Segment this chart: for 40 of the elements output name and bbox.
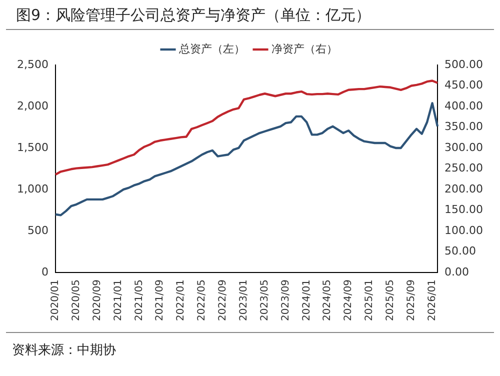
- x-tick-label: 2023/05: [259, 279, 270, 322]
- x-tick-label: 2025/09: [406, 279, 417, 322]
- legend-label: 净资产（右）: [272, 42, 338, 56]
- x-tick-label: 2021/01: [112, 279, 124, 322]
- x-tick-label: 2024/01: [301, 279, 312, 322]
- chart-title: 图9：风险管理子公司总资产与净资产（单位：亿元）: [6, 0, 494, 30]
- y2-tick-label: 350.00: [444, 120, 484, 134]
- x-tick-label: 2023/09: [280, 279, 292, 322]
- x-tick-label: 2024/09: [343, 279, 354, 322]
- text: 资料来源：中期协: [12, 342, 117, 359]
- x-tick-label: 2023/01: [238, 279, 250, 322]
- y2-tick-label: 250.00: [444, 162, 484, 175]
- y-tick-label: 1,000: [16, 182, 48, 196]
- y-tick-label: 1,500: [16, 140, 48, 154]
- y2-tick-label: 50.00: [444, 244, 476, 258]
- x-tick-label: 2022/05: [196, 279, 208, 322]
- x-tick-label: 2022/01: [176, 279, 187, 322]
- y2-tick-label: 200.00: [444, 182, 484, 196]
- legend-label: 总资产（左）: [178, 42, 245, 56]
- x-tick-label: 2025/01: [364, 279, 376, 322]
- y2-tick-label: 400.00: [444, 99, 484, 112]
- x-tick-label: 2024/05: [322, 279, 334, 322]
- x-tick-label: 2026/01: [426, 279, 438, 322]
- y2-tick-label: 450.00: [444, 78, 484, 92]
- y-tick-label: 2,000: [16, 99, 48, 112]
- y2-tick-label: 0.00: [444, 265, 470, 278]
- y2-tick-label: 100.00: [444, 224, 484, 237]
- y2-tick-label: 500.00: [444, 58, 484, 71]
- x-tick-label: 2025/05: [385, 279, 396, 322]
- y2-tick-label: 150.00: [444, 203, 484, 216]
- y-tick-label: 500: [27, 224, 48, 237]
- x-tick-label: 2020/05: [71, 279, 82, 322]
- x-tick-label: 2020/01: [50, 279, 62, 322]
- x-tick-label: 2021/05: [134, 279, 145, 322]
- x-tick-label: 2021/09: [154, 279, 166, 322]
- x-tick-label: 2022/09: [218, 279, 229, 322]
- x-tick-label: 2020/09: [92, 279, 103, 322]
- y2-tick-label: 300.00: [444, 140, 484, 154]
- y-tick-label: 0: [41, 265, 48, 278]
- y-tick-label: 2,500: [16, 58, 48, 71]
